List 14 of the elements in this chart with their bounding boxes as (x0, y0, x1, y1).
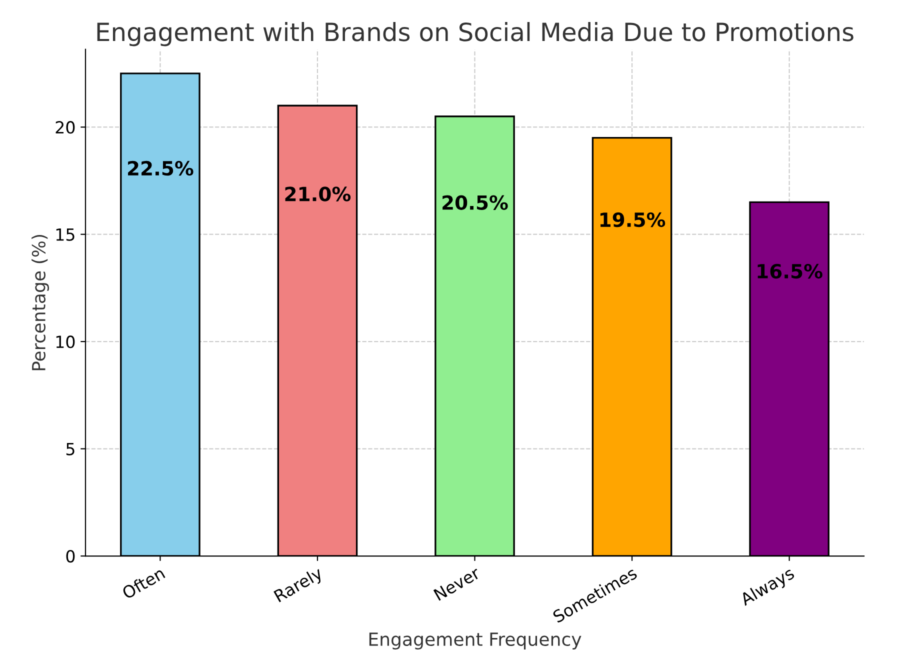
data-label: 16.5% (758, 264, 822, 279)
y-tick-label: 10 (56, 336, 75, 348)
data-label: 22.5% (128, 160, 194, 176)
x-axis-title: Engagement Frequency (369, 632, 582, 650)
y-tick-label: 20 (56, 121, 75, 134)
y-tick-label: 0 (66, 550, 75, 563)
chart-title: Engagement with Brands on Social Media Due to Promotions (97, 22, 854, 46)
data-label: 19.5% (600, 212, 666, 228)
x-tick-label: Often (121, 566, 166, 600)
data-label: 21.0% (285, 186, 351, 202)
y-tick-label: 5 (66, 442, 74, 456)
y-tick-label: 15 (56, 228, 74, 241)
data-label: 20.5% (442, 195, 508, 210)
y-axis-title: Percentage (%) (32, 234, 50, 370)
